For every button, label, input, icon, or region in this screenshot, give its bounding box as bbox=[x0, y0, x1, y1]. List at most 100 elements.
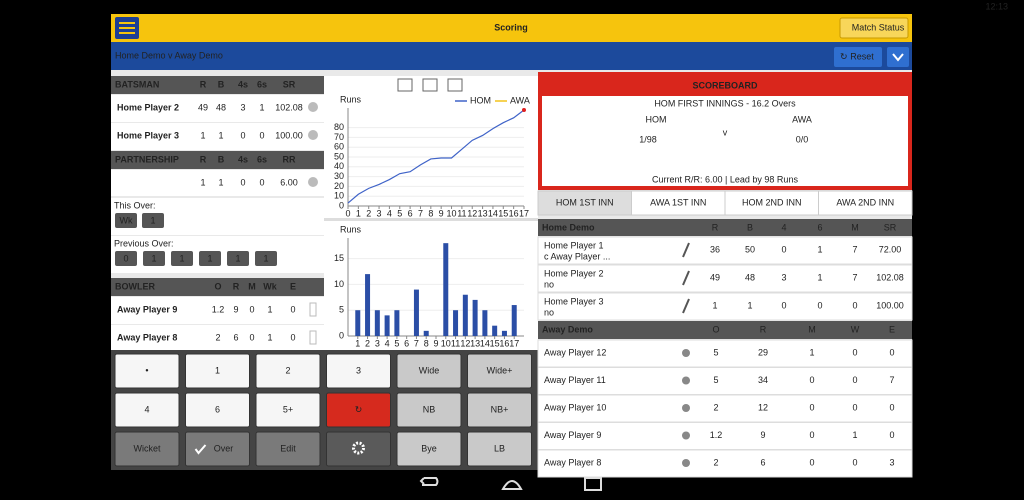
batsman-row bbox=[111, 123, 324, 150]
innings-tab[interactable] bbox=[724, 190, 819, 216]
column-header: 6 bbox=[817, 222, 822, 232]
tab-label: HOM 1ST INN bbox=[556, 197, 614, 207]
x-tick-label: 13 bbox=[470, 338, 480, 348]
column-header: 6s bbox=[257, 79, 267, 89]
check-icon bbox=[194, 444, 207, 455]
partnership-stat: 0 bbox=[240, 177, 245, 187]
key[interactable] bbox=[396, 392, 462, 428]
key[interactable] bbox=[114, 392, 180, 428]
column-header: B bbox=[747, 222, 753, 232]
chart-view-icon[interactable] bbox=[447, 78, 463, 92]
bowler-stat: 0 bbox=[290, 304, 295, 314]
key[interactable] bbox=[255, 353, 321, 389]
bowling-stat: 3 bbox=[889, 457, 894, 467]
bowler-name: Away Player 8 bbox=[544, 457, 601, 467]
bar bbox=[413, 289, 419, 336]
key[interactable] bbox=[396, 353, 462, 389]
bowler-stat: 2 bbox=[215, 332, 220, 342]
batting-stat: 50 bbox=[745, 244, 755, 254]
bowling-stat: 1.2 bbox=[710, 430, 723, 440]
menu-icon-line bbox=[119, 32, 135, 34]
ball-icon bbox=[682, 431, 690, 440]
reset-button[interactable] bbox=[834, 47, 882, 67]
x-tick-label: 10 bbox=[447, 208, 457, 218]
undo-icon: ↻ bbox=[355, 404, 363, 414]
key[interactable] bbox=[114, 431, 180, 467]
home-button[interactable] bbox=[501, 480, 523, 490]
clock: 12:13 bbox=[985, 1, 1008, 11]
y-tick-label: 0 bbox=[339, 200, 344, 210]
x-tick-label: 5 bbox=[394, 338, 399, 348]
column-header: R bbox=[760, 324, 767, 334]
batsman-stat: 100.00 bbox=[275, 130, 303, 140]
batting-stat: 102.08 bbox=[876, 272, 904, 282]
key[interactable] bbox=[255, 431, 321, 467]
bowling-stat: 0 bbox=[852, 375, 857, 385]
bar bbox=[443, 243, 449, 336]
innings-tab[interactable] bbox=[818, 190, 913, 216]
match-status-label: Match Status bbox=[852, 22, 905, 32]
recents-button[interactable] bbox=[584, 477, 602, 491]
x-tick-label: 1 bbox=[356, 208, 361, 218]
table-header bbox=[111, 76, 324, 94]
key[interactable] bbox=[467, 392, 532, 428]
bar bbox=[394, 310, 400, 336]
key[interactable] bbox=[326, 392, 391, 428]
batsman-row bbox=[111, 95, 324, 122]
key-label: 3 bbox=[356, 365, 361, 375]
key[interactable] bbox=[467, 431, 532, 467]
versus: v bbox=[723, 127, 728, 137]
bar bbox=[384, 315, 390, 336]
y-tick-label: 20 bbox=[334, 181, 344, 191]
key[interactable] bbox=[185, 392, 250, 428]
match-status-button[interactable] bbox=[839, 17, 909, 39]
key[interactable] bbox=[396, 431, 462, 467]
key[interactable] bbox=[255, 392, 321, 428]
over-label: This Over: bbox=[114, 200, 156, 210]
screen-title: Scoring bbox=[494, 22, 528, 32]
batting-stat: 1 bbox=[817, 244, 822, 254]
ball-chip bbox=[227, 251, 249, 266]
ball-icon bbox=[682, 376, 690, 385]
bar bbox=[482, 310, 488, 336]
away-score: 0/0 bbox=[796, 134, 809, 144]
over-label: Previous Over: bbox=[114, 238, 174, 248]
stats-icon bbox=[308, 102, 318, 112]
key[interactable] bbox=[326, 431, 391, 467]
x-tick-label: 12 bbox=[460, 338, 470, 348]
dropdown-icon bbox=[892, 53, 904, 62]
bowler-name: Away Player 9 bbox=[117, 304, 177, 314]
x-tick-label: 5 bbox=[397, 208, 402, 218]
key[interactable] bbox=[185, 353, 250, 389]
partnership-stat: 6.00 bbox=[280, 177, 298, 187]
home-team: HOM bbox=[646, 114, 667, 124]
key[interactable] bbox=[326, 353, 391, 389]
key[interactable] bbox=[467, 353, 532, 389]
y-tick-label: 50 bbox=[334, 151, 344, 161]
bowler-name: Away Player 10 bbox=[544, 402, 606, 412]
key-label: 5+ bbox=[283, 404, 293, 414]
column-header: M bbox=[248, 281, 256, 291]
chart-view-icon[interactable] bbox=[422, 78, 438, 92]
dropdown-button[interactable] bbox=[887, 47, 909, 67]
column-header: O bbox=[214, 281, 221, 291]
y-axis-title: Runs bbox=[340, 94, 362, 104]
stats-icon bbox=[308, 130, 318, 140]
key[interactable] bbox=[114, 353, 180, 389]
batting-stat: 0 bbox=[817, 300, 822, 310]
stats-icon bbox=[308, 177, 318, 187]
chart-view-icon[interactable] bbox=[397, 78, 413, 92]
key-label: • bbox=[145, 365, 148, 375]
x-tick-label: 17 bbox=[519, 208, 529, 218]
bowling-stat: 6 bbox=[760, 457, 765, 467]
bar bbox=[423, 330, 429, 336]
back-button[interactable] bbox=[419, 477, 439, 486]
bowling-row bbox=[537, 449, 913, 478]
bowling-stat: 0 bbox=[889, 347, 894, 357]
batting-stat: 1 bbox=[747, 300, 752, 310]
key[interactable] bbox=[185, 431, 250, 467]
x-tick-label: 15 bbox=[498, 208, 508, 218]
batsman-name: Home Player 3 bbox=[117, 130, 179, 140]
line-series bbox=[347, 109, 525, 204]
batsman-stat: 1 bbox=[218, 130, 223, 140]
